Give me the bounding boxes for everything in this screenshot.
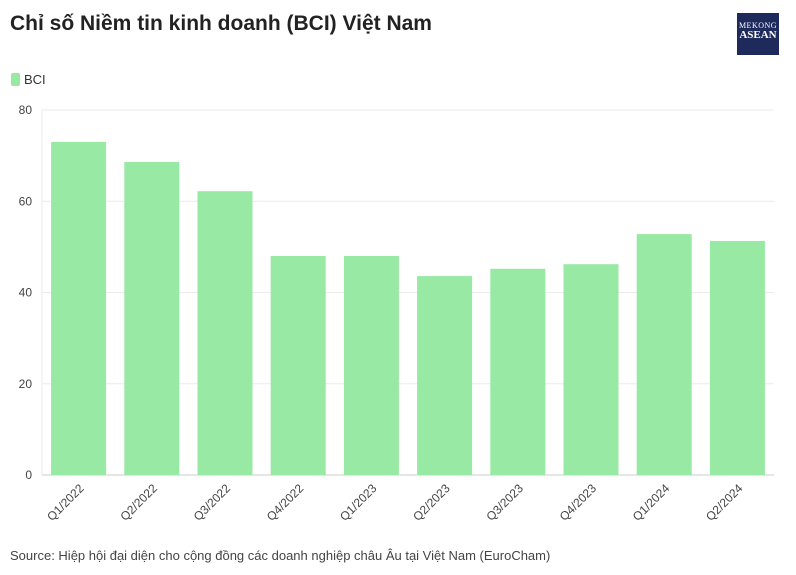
x-tick-label: Q1/2024 — [630, 481, 673, 524]
y-tick-label: 60 — [19, 194, 33, 208]
bar-q1-2022 — [51, 141, 107, 475]
bar-q2-2024 — [709, 240, 765, 475]
chart-title: Chỉ số Niềm tin kinh doanh (BCI) Việt Na… — [10, 12, 432, 35]
bar-q2-2022 — [124, 162, 180, 475]
bar-q2-2023 — [417, 276, 473, 475]
source-note: Source: Hiệp hội đại diện cho cộng đồng … — [10, 548, 551, 563]
bar-q3-2023 — [490, 268, 546, 475]
x-tick-label: Q4/2023 — [557, 481, 600, 524]
y-tick-label: 40 — [19, 286, 33, 300]
x-tick-label: Q3/2023 — [483, 481, 526, 524]
x-tick-label: Q4/2022 — [264, 481, 307, 524]
x-tick-label: Q2/2023 — [410, 481, 453, 524]
bar-q3-2022 — [197, 191, 253, 475]
y-tick-label: 20 — [19, 377, 33, 391]
legend-label-bci: BCI — [24, 72, 46, 87]
bar-q1-2023 — [343, 256, 399, 475]
x-tick-label: Q1/2022 — [44, 481, 87, 524]
mekong-asean-logo: MEKONG ASEAN — [737, 13, 779, 55]
x-tick-label: Q2/2022 — [117, 481, 160, 524]
y-tick-label: 80 — [19, 103, 33, 117]
bar-q4-2022 — [270, 256, 326, 475]
legend-swatch-bci — [11, 73, 20, 86]
bar-q4-2023 — [563, 264, 619, 475]
legend: BCI — [11, 72, 46, 87]
y-tick-label: 0 — [25, 468, 32, 482]
x-tick-label: Q3/2022 — [191, 481, 234, 524]
bar-q1-2024 — [636, 234, 692, 475]
x-tick-label: Q1/2023 — [337, 481, 380, 524]
x-tick-label: Q2/2024 — [703, 481, 746, 524]
